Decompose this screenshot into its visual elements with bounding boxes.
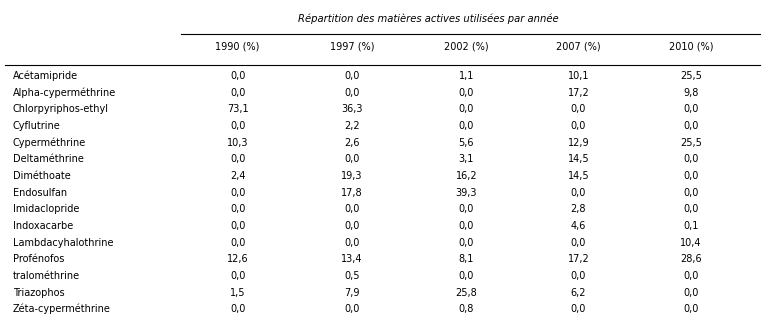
Text: 7,9: 7,9 [344,288,360,298]
Text: 0,0: 0,0 [459,238,474,248]
Text: 28,6: 28,6 [680,254,702,264]
Text: 39,3: 39,3 [456,188,477,198]
Text: 0,0: 0,0 [344,238,360,248]
Text: 4,6: 4,6 [571,221,586,231]
Text: 13,4: 13,4 [341,254,363,264]
Text: 0,0: 0,0 [683,271,699,281]
Text: 2002 (%): 2002 (%) [444,41,489,52]
Text: 17,8: 17,8 [341,188,363,198]
Text: 10,4: 10,4 [680,238,702,248]
Text: 0,0: 0,0 [230,271,246,281]
Text: 0,0: 0,0 [683,121,699,131]
Text: 0,0: 0,0 [683,104,699,114]
Text: Acétamipride: Acétamipride [13,71,78,81]
Text: Répartition des matières actives utilisées par année: Répartition des matières actives utilisé… [298,14,558,24]
Text: 25,5: 25,5 [680,138,702,148]
Text: 0,0: 0,0 [230,154,246,164]
Text: 0,0: 0,0 [459,204,474,214]
Text: 1,1: 1,1 [459,71,474,81]
Text: 36,3: 36,3 [341,104,363,114]
Text: 0,0: 0,0 [459,221,474,231]
Text: Cyperméthrine: Cyperméthrine [13,137,86,148]
Text: Imidaclopride: Imidaclopride [13,204,80,214]
Text: 10,1: 10,1 [568,71,589,81]
Text: 3,1: 3,1 [459,154,474,164]
Text: 0,0: 0,0 [344,204,360,214]
Text: 25,8: 25,8 [455,288,477,298]
Text: 0,0: 0,0 [230,71,246,81]
Text: 0,0: 0,0 [683,204,699,214]
Text: 0,0: 0,0 [230,221,246,231]
Text: 0,0: 0,0 [683,304,699,314]
Text: Lambdacyhalothrine: Lambdacyhalothrine [13,238,113,248]
Text: Alpha-cyperméthrine: Alpha-cyperméthrine [13,88,116,98]
Text: 0,0: 0,0 [683,154,699,164]
Text: 25,5: 25,5 [680,71,702,81]
Text: 0,1: 0,1 [683,221,699,231]
Text: 1990 (%): 1990 (%) [216,41,260,52]
Text: 10,3: 10,3 [227,138,249,148]
Text: Deltaméthrine: Deltaméthrine [13,154,83,164]
Text: 1997 (%): 1997 (%) [330,41,374,52]
Text: 0,0: 0,0 [344,88,360,98]
Text: 0,5: 0,5 [344,271,360,281]
Text: 16,2: 16,2 [455,171,477,181]
Text: 0,0: 0,0 [459,104,474,114]
Text: 0,0: 0,0 [459,88,474,98]
Text: 17,2: 17,2 [568,254,589,264]
Text: Zéta-cyperméthrine: Zéta-cyperméthrine [13,304,111,314]
Text: tralométhrine: tralométhrine [13,271,80,281]
Text: 17,2: 17,2 [568,88,589,98]
Text: 2,2: 2,2 [344,121,360,131]
Text: 0,0: 0,0 [571,271,586,281]
Text: 0,0: 0,0 [683,288,699,298]
Text: 12,6: 12,6 [227,254,249,264]
Text: 0,0: 0,0 [571,121,586,131]
Text: 0,0: 0,0 [344,71,360,81]
Text: 0,0: 0,0 [230,238,246,248]
Text: Indoxacarbe: Indoxacarbe [13,221,73,231]
Text: 19,3: 19,3 [341,171,363,181]
Text: 12,9: 12,9 [568,138,589,148]
Text: 0,8: 0,8 [459,304,474,314]
Text: 0,0: 0,0 [683,171,699,181]
Text: 0,0: 0,0 [230,304,246,314]
Text: Endosulfan: Endosulfan [13,188,67,198]
Text: 2010 (%): 2010 (%) [669,41,714,52]
Text: 2,4: 2,4 [230,171,246,181]
Text: 0,0: 0,0 [571,238,586,248]
Text: 0,0: 0,0 [571,104,586,114]
Text: 0,0: 0,0 [344,221,360,231]
Text: 2007 (%): 2007 (%) [556,41,601,52]
Text: 0,0: 0,0 [459,121,474,131]
Text: 0,0: 0,0 [230,204,246,214]
Text: 6,2: 6,2 [571,288,586,298]
Text: 0,0: 0,0 [571,304,586,314]
Text: Triazophos: Triazophos [13,288,64,298]
Text: 1,5: 1,5 [230,288,246,298]
Text: 0,0: 0,0 [344,154,360,164]
Text: 73,1: 73,1 [227,104,249,114]
Text: 2,6: 2,6 [344,138,360,148]
Text: 8,1: 8,1 [459,254,474,264]
Text: Profénofos: Profénofos [13,254,64,264]
Text: 0,0: 0,0 [344,304,360,314]
Text: 0,0: 0,0 [683,188,699,198]
Text: 0,0: 0,0 [230,188,246,198]
Text: 0,0: 0,0 [571,188,586,198]
Text: 0,0: 0,0 [230,88,246,98]
Text: Cyflutrine: Cyflutrine [13,121,60,131]
Text: 2,8: 2,8 [571,204,586,214]
Text: 9,8: 9,8 [683,88,699,98]
Text: 0,0: 0,0 [459,271,474,281]
Text: 0,0: 0,0 [230,121,246,131]
Text: Chlorpyriphos-ethyl: Chlorpyriphos-ethyl [13,104,109,114]
Text: 5,6: 5,6 [458,138,474,148]
Text: Diméthoate: Diméthoate [13,171,70,181]
Text: 14,5: 14,5 [568,154,589,164]
Text: 14,5: 14,5 [568,171,589,181]
